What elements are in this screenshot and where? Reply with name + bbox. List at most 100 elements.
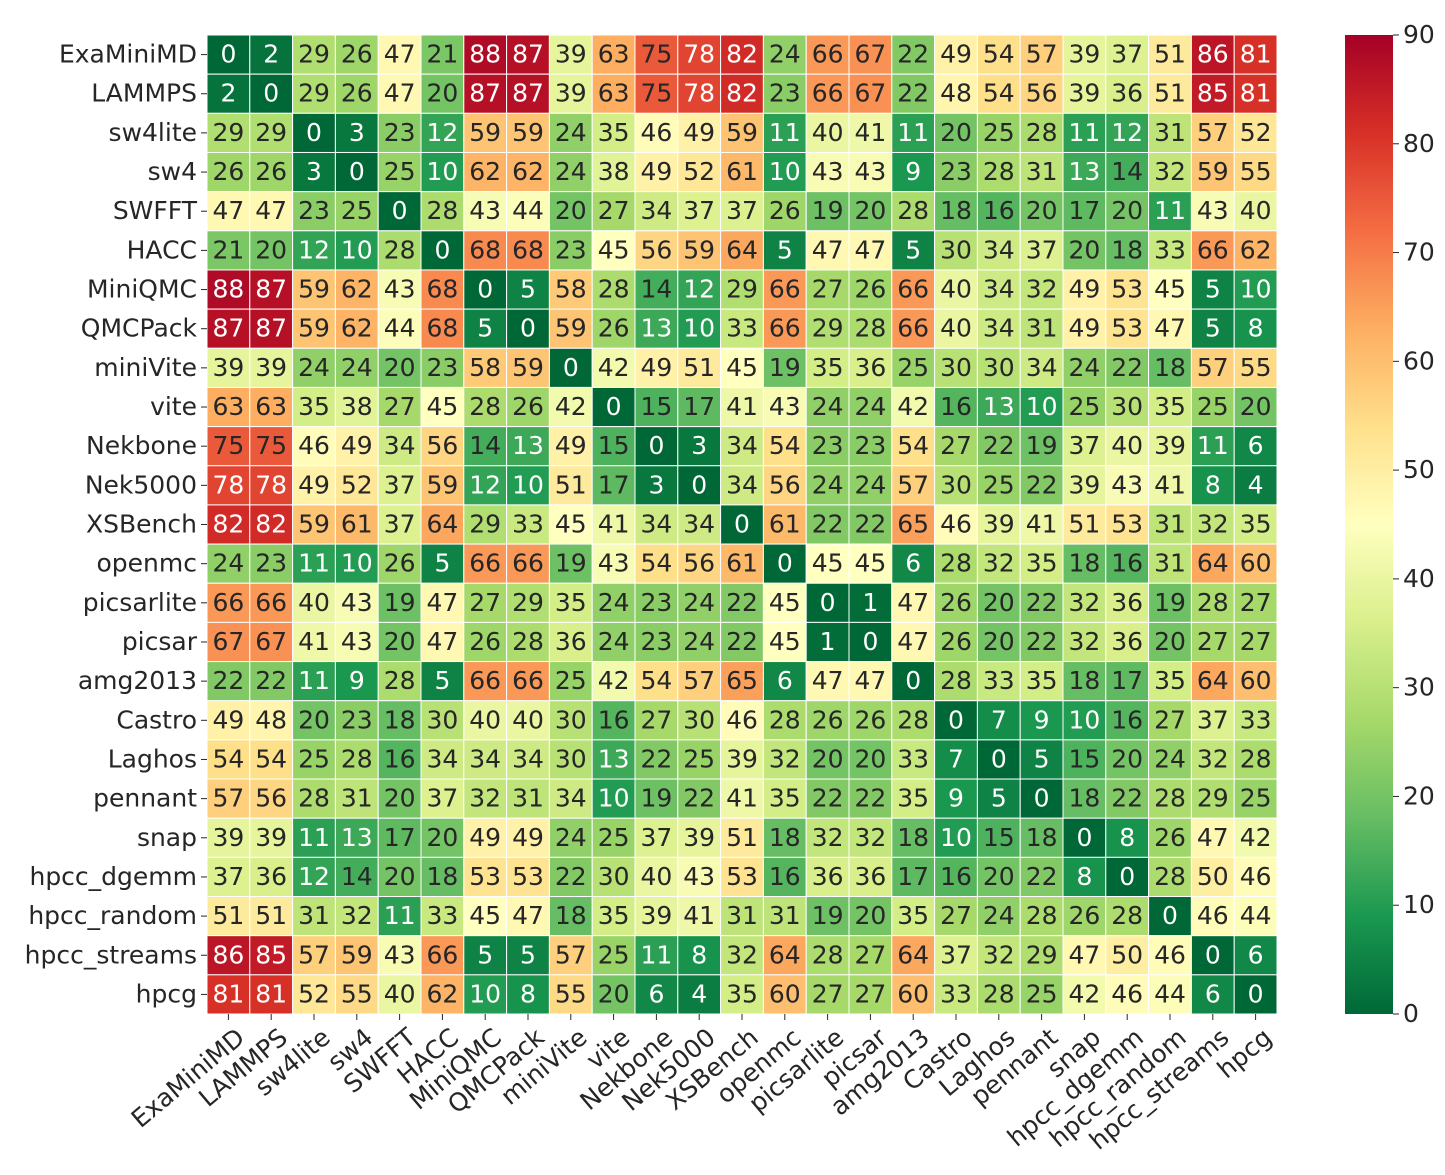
cell-value-label: 35 <box>769 784 801 813</box>
cell-value-label: 63 <box>598 40 630 69</box>
heatmap-cell <box>762 308 807 349</box>
cell-value-label: 21 <box>426 40 458 69</box>
cell-value-label: 58 <box>469 353 501 382</box>
cell-value-label: 52 <box>341 470 373 499</box>
cell-value-label: 45 <box>598 235 630 264</box>
heatmap-cell <box>334 386 379 428</box>
cell-value-label: 16 <box>1111 705 1143 734</box>
cell-value-label: 0 <box>1034 784 1050 813</box>
cell-value-label: 59 <box>555 314 587 343</box>
cell-value-label: 34 <box>983 314 1015 343</box>
cell-value-label: 25 <box>1026 979 1058 1008</box>
cell-value-label: 16 <box>940 862 972 891</box>
cell-value-label: 25 <box>384 157 416 186</box>
cell-value-label: 49 <box>212 705 244 734</box>
heatmap-cell <box>934 34 978 75</box>
cell-value-label: 23 <box>854 431 886 460</box>
cell-value-label: 23 <box>640 588 672 617</box>
heatmap-cell <box>848 34 893 75</box>
cell-value-label: 31 <box>341 784 373 813</box>
cell-value-label: 50 <box>1197 862 1229 891</box>
cell-value-label: 47 <box>384 40 416 69</box>
cell-value-label: 28 <box>1240 744 1272 773</box>
cell-value-label: 75 <box>640 79 672 108</box>
heatmap-cell <box>1233 269 1278 310</box>
cell-value-label: 8 <box>1248 314 1264 343</box>
cell-value-label: 5 <box>520 940 536 969</box>
heatmap-cell <box>762 426 807 467</box>
cell-value-label: 20 <box>854 196 886 225</box>
cell-value-label: 43 <box>469 196 501 225</box>
cell-value-label: 22 <box>640 744 672 773</box>
heatmap-cell <box>420 308 465 349</box>
cell-value-label: 24 <box>598 588 630 617</box>
cell-value-label: 34 <box>726 431 758 460</box>
cell-value-label: 22 <box>212 666 244 695</box>
cell-value-label: 24 <box>854 392 886 421</box>
cell-value-label: 12 <box>469 470 501 499</box>
heatmap-cell <box>1105 426 1150 467</box>
cell-value-label: 40 <box>640 862 672 891</box>
heatmap-cell <box>420 112 465 153</box>
y-tick-label: ExaMiniMD <box>59 40 197 69</box>
cell-value-label: 56 <box>1026 79 1058 108</box>
cell-value-label: 31 <box>1154 510 1186 539</box>
cell-value-label: 13 <box>640 314 672 343</box>
cell-value-label: 20 <box>384 353 416 382</box>
heatmap-cell <box>1105 191 1150 232</box>
cell-value-label: 35 <box>897 901 929 930</box>
cell-value-label: 55 <box>555 979 587 1008</box>
cell-value-label: 46 <box>1154 940 1186 969</box>
cell-value-label: 12 <box>1111 118 1143 147</box>
cell-value-label: 40 <box>512 705 544 734</box>
cell-value-label: 60 <box>769 979 801 1008</box>
cell-value-label: 23 <box>298 196 330 225</box>
cell-value-label: 0 <box>349 157 365 186</box>
cell-value-label: 16 <box>598 705 630 734</box>
cell-value-label: 29 <box>1026 940 1058 969</box>
cell-value-label: 81 <box>212 979 244 1008</box>
y-tick-label: miniVite <box>94 353 197 382</box>
cell-value-label: 9 <box>905 157 921 186</box>
cell-value-label: 28 <box>940 666 972 695</box>
cell-value-label: 49 <box>469 823 501 852</box>
cell-value-label: 22 <box>1026 470 1058 499</box>
cell-value-label: 20 <box>1111 744 1143 773</box>
cell-value-label: 39 <box>212 823 244 852</box>
cell-value-label: 66 <box>426 940 458 969</box>
cell-value-label: 11 <box>1197 431 1229 460</box>
cell-value-label: 22 <box>255 666 287 695</box>
cell-value-label: 3 <box>691 431 707 460</box>
cell-value-label: 78 <box>212 470 244 499</box>
cell-value-label: 49 <box>640 353 672 382</box>
cell-value-label: 47 <box>212 196 244 225</box>
cell-value-label: 28 <box>897 196 929 225</box>
cell-value-label: 43 <box>341 588 373 617</box>
cell-value-label: 20 <box>426 823 458 852</box>
cell-value-label: 49 <box>555 431 587 460</box>
heatmap-cell <box>334 191 379 232</box>
heatmap-cell <box>848 112 893 153</box>
heatmap-cell <box>463 308 508 349</box>
cell-value-label: 35 <box>1240 510 1272 539</box>
cell-value-label: 37 <box>640 823 672 852</box>
cell-value-label: 39 <box>1068 79 1100 108</box>
cell-value-label: 28 <box>384 235 416 264</box>
cell-value-label: 19 <box>555 549 587 578</box>
heatmap-cell <box>934 191 978 232</box>
cell-value-label: 18 <box>1068 784 1100 813</box>
heatmap-cell <box>591 347 636 388</box>
cell-value-label: 60 <box>1240 549 1272 578</box>
cell-value-label: 36 <box>854 862 886 891</box>
cell-value-label: 3 <box>349 118 365 147</box>
cell-value-label: 24 <box>555 118 587 147</box>
cell-value-label: 27 <box>469 588 501 617</box>
cell-value-label: 17 <box>897 862 929 891</box>
cell-value-label: 67 <box>255 627 287 656</box>
cell-value-label: 57 <box>683 666 715 695</box>
cell-value-label: 22 <box>726 627 758 656</box>
heatmap-cell <box>206 151 251 193</box>
heatmap-cell <box>1190 386 1235 428</box>
cell-value-label: 81 <box>1240 40 1272 69</box>
heatmap-cell <box>591 34 636 75</box>
